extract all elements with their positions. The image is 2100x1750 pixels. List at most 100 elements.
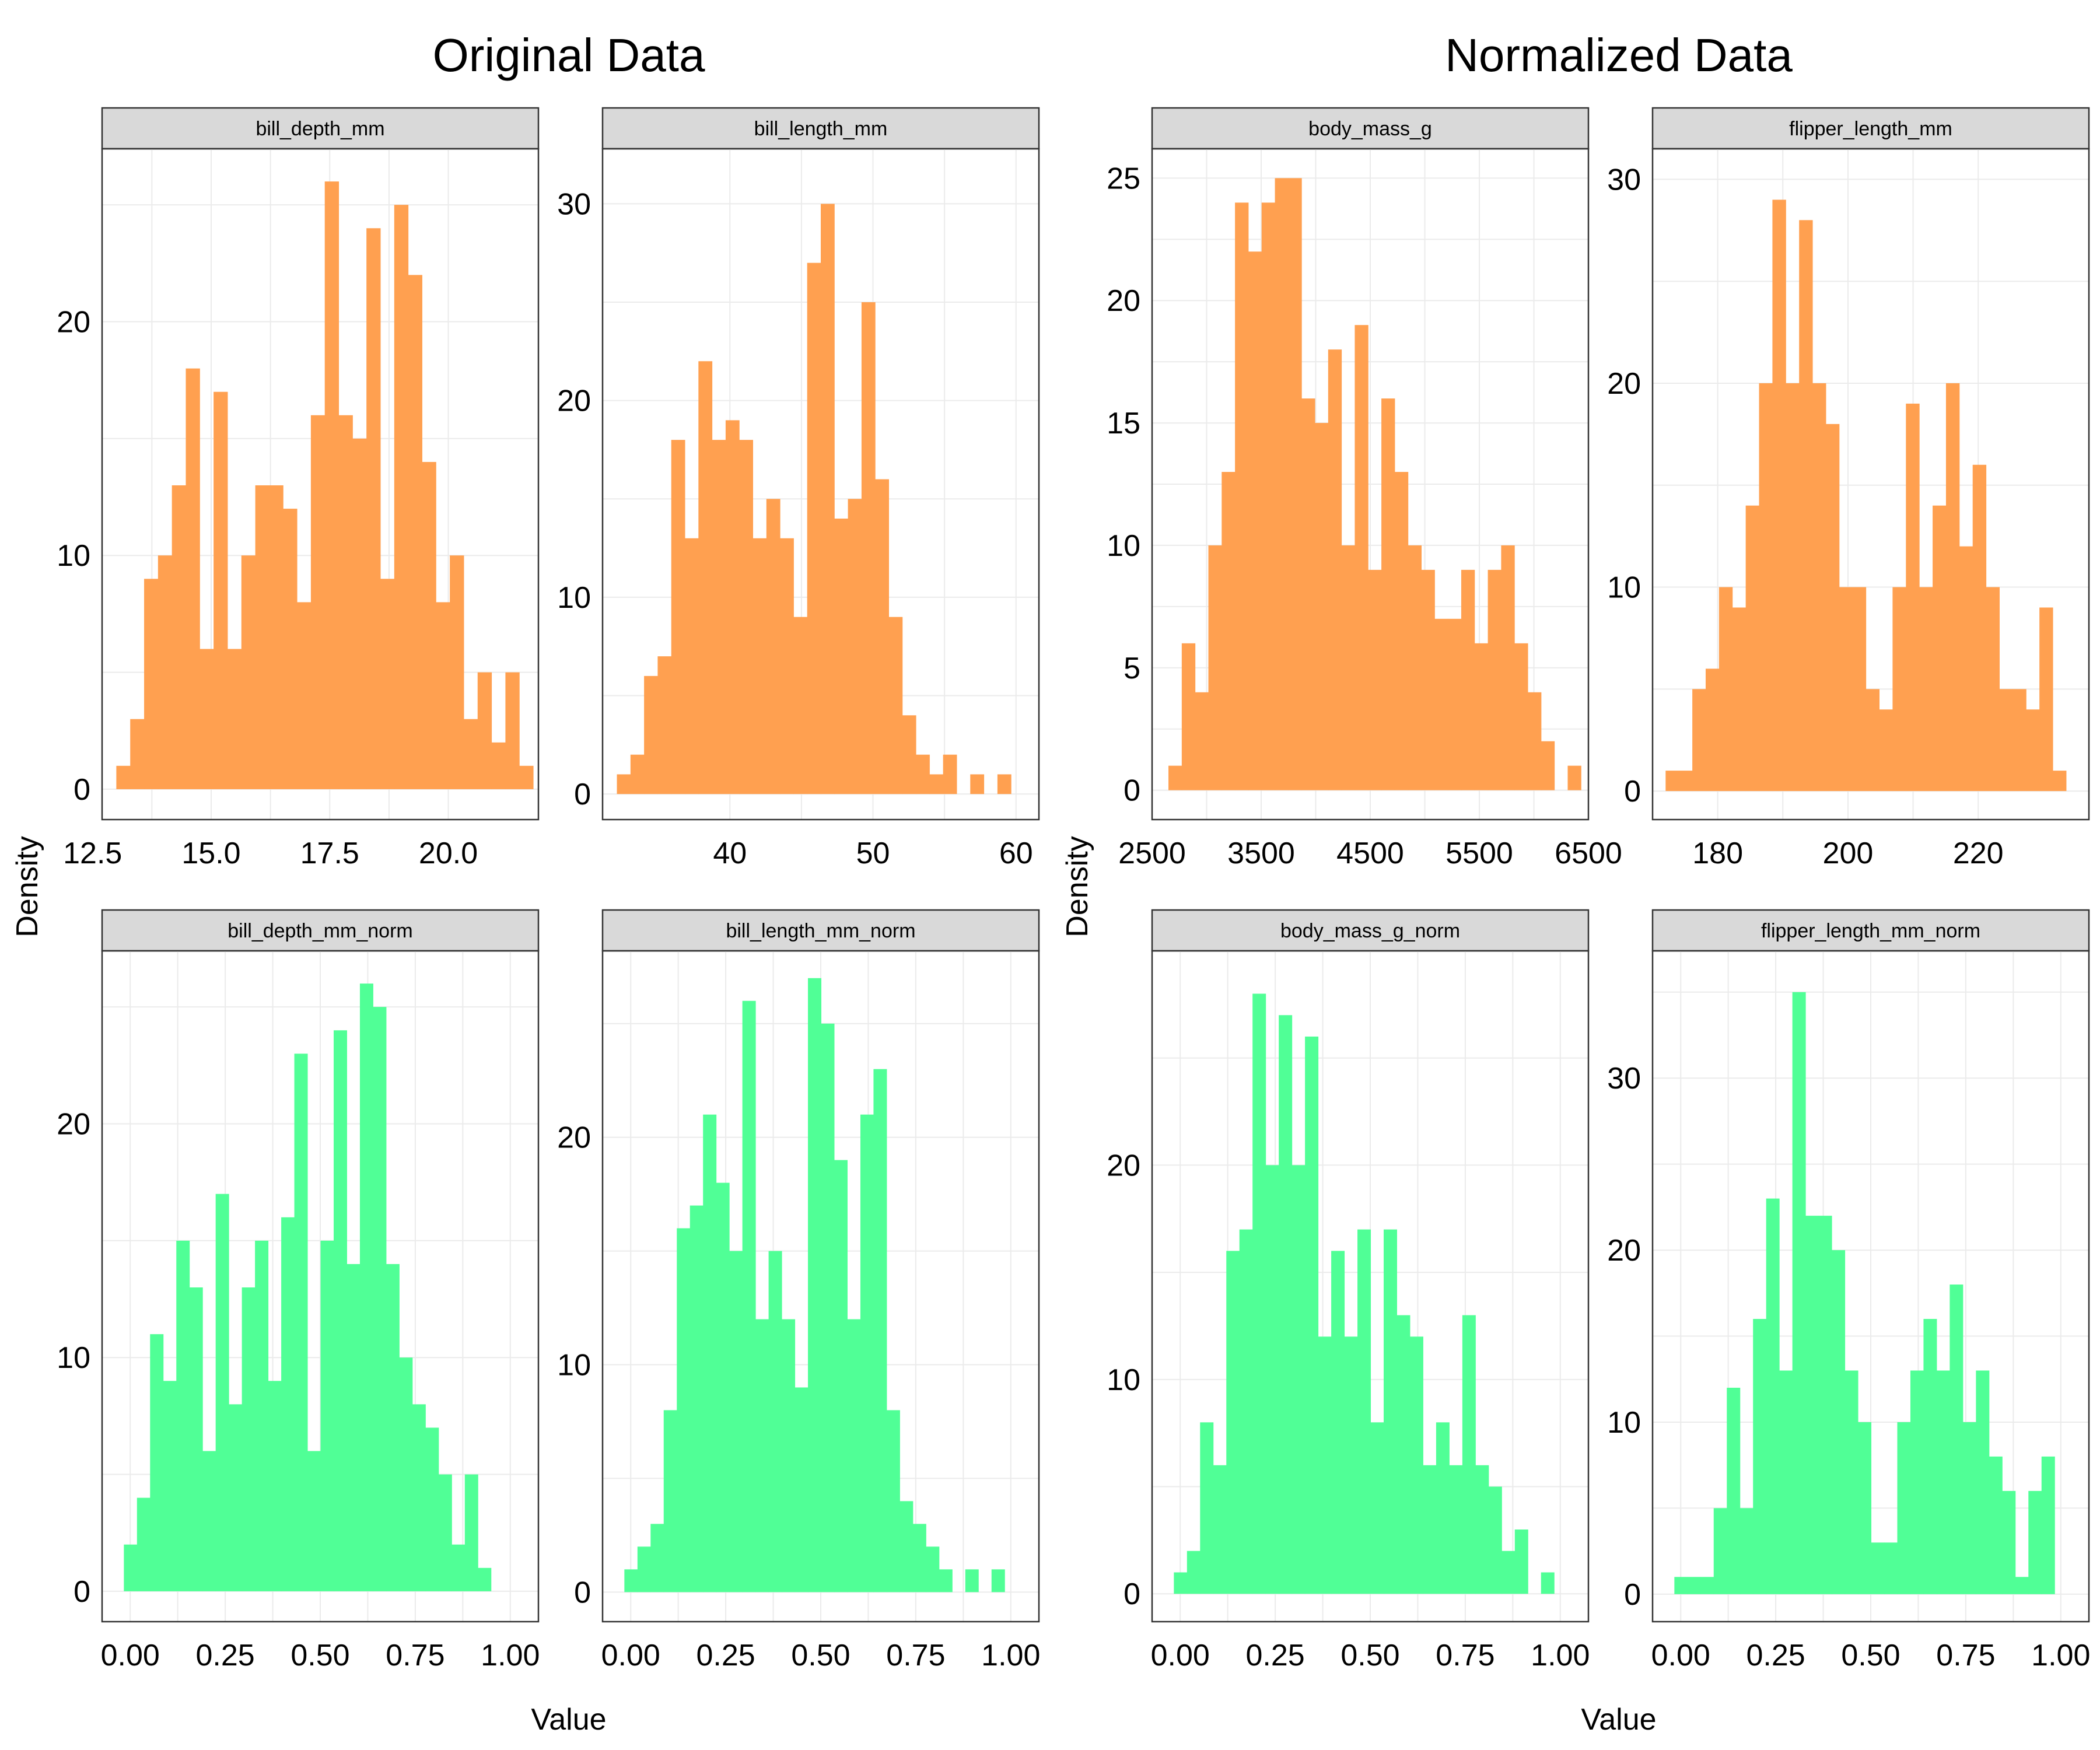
histogram-bar (1727, 1388, 1740, 1594)
x-tick-label: 60 (999, 836, 1033, 870)
histogram-bar (352, 439, 366, 789)
histogram-bar (346, 1264, 360, 1591)
histogram-bar (137, 1498, 150, 1591)
x-tick-label: 3500 (1227, 836, 1295, 870)
histogram-bar (902, 715, 916, 794)
x-tick-label: 180 (1692, 836, 1743, 870)
y-tick-label: 15 (1107, 407, 1140, 440)
histogram-bar (1880, 709, 1893, 791)
histogram-bar (200, 649, 214, 789)
y-tick-label: 10 (557, 581, 591, 615)
histogram-bar (795, 1387, 808, 1592)
histogram-bar (638, 1546, 651, 1592)
histogram-bar (753, 538, 767, 794)
y-tick-label: 5 (1124, 652, 1140, 685)
histogram-bar (1488, 570, 1502, 790)
histogram-bar (394, 205, 408, 789)
histogram-bar (158, 555, 172, 789)
y-tick-label: 0 (74, 1575, 90, 1609)
x-tick-label: 20.0 (419, 836, 478, 870)
y-axis-title-original: Density (10, 836, 44, 937)
histogram-bar (1923, 1319, 1937, 1594)
histogram-bar (325, 181, 339, 789)
histogram-bar (1262, 202, 1275, 790)
histogram-bar (1528, 692, 1541, 790)
histogram-bar (1959, 547, 1973, 791)
histogram-bar (916, 755, 930, 794)
histogram-bar (1292, 1165, 1306, 1594)
histogram-bar (1950, 1284, 1963, 1594)
histogram-bar (848, 499, 862, 794)
histogram-bar (214, 392, 228, 789)
histogram-bar (644, 676, 658, 794)
histogram-bar (992, 1569, 1005, 1592)
histogram-bar (726, 420, 740, 794)
x-tick-label: 0.75 (386, 1639, 444, 1672)
histogram-bar (1826, 424, 1839, 791)
x-tick-label: 0.25 (195, 1639, 254, 1672)
histogram-bar (186, 369, 200, 789)
histogram-bar (1288, 178, 1301, 790)
y-tick-label: 10 (557, 1348, 591, 1382)
y-tick-label: 25 (1107, 162, 1140, 195)
x-tick-label: 17.5 (300, 836, 359, 870)
histogram-bar (712, 440, 726, 794)
histogram-bar (2013, 689, 2026, 791)
facet-strip-label: flipper_length_mm_norm (1761, 920, 1980, 942)
facet-panel: bill_depth_mm12.5 15.0 17.5 20.001020 (57, 108, 538, 870)
histogram-bar (1410, 1336, 1423, 1594)
histogram-bar (190, 1287, 203, 1591)
histogram-bar (1853, 587, 1866, 792)
x-tick-label: 15.0 (181, 836, 240, 870)
x-tick-label: 6500 (1555, 836, 1622, 870)
histogram-bar (1793, 992, 1806, 1594)
histogram-bar (1279, 1015, 1292, 1594)
x-tick-label: 0.50 (1841, 1639, 1900, 1672)
facet-strip-label: body_mass_g_norm (1280, 920, 1460, 942)
y-tick-label: 10 (1107, 1363, 1140, 1397)
histogram-bar (1182, 643, 1195, 790)
histogram-bar (1248, 251, 1262, 790)
histogram-bar (888, 617, 902, 794)
histogram-bar (1973, 465, 1986, 791)
histogram-bar (807, 263, 821, 794)
histogram-bar (782, 1320, 795, 1592)
facet-strip-label: body_mass_g (1308, 118, 1432, 140)
histogram-bar (1449, 1465, 1462, 1594)
histogram-bar (144, 579, 158, 789)
histogram-bar (1812, 383, 1826, 791)
histogram-bar (464, 719, 478, 789)
histogram-bar (887, 1410, 900, 1592)
x-tick-label: 0.00 (101, 1639, 160, 1672)
histogram-bar (1213, 1465, 1227, 1594)
histogram-bar (1368, 570, 1381, 790)
facet-strip-label: flipper_length_mm (1789, 118, 1952, 140)
histogram-bar (821, 1024, 835, 1592)
histogram-bar (268, 1381, 282, 1591)
histogram-bar (1541, 1572, 1555, 1594)
histogram-bar (1772, 200, 1786, 791)
histogram-bar (1832, 1250, 1845, 1594)
histogram-bar (1839, 587, 1853, 792)
y-tick-label: 20 (57, 306, 90, 340)
histogram-bar (478, 673, 492, 789)
histogram-bar (769, 1251, 782, 1592)
histogram-bar (408, 275, 422, 789)
histogram-bar (1679, 771, 1692, 791)
histogram-bar (1719, 587, 1732, 792)
y-tick-label: 20 (57, 1108, 90, 1142)
histogram-bar (439, 1475, 452, 1591)
histogram-bar (1501, 545, 1514, 790)
x-tick-label: 200 (1823, 836, 1874, 870)
histogram-bar (1871, 1542, 1885, 1594)
x-tick-label: 5500 (1446, 836, 1513, 870)
histogram-bar (624, 1569, 638, 1592)
y-tick-label: 0 (1124, 1577, 1140, 1611)
histogram-bar (1318, 1336, 1332, 1594)
histogram-bar (450, 555, 464, 789)
histogram-bar (755, 1320, 769, 1592)
x-tick-label: 12.5 (63, 836, 122, 870)
histogram-bar (1301, 398, 1315, 790)
histogram-bar (412, 1404, 426, 1591)
